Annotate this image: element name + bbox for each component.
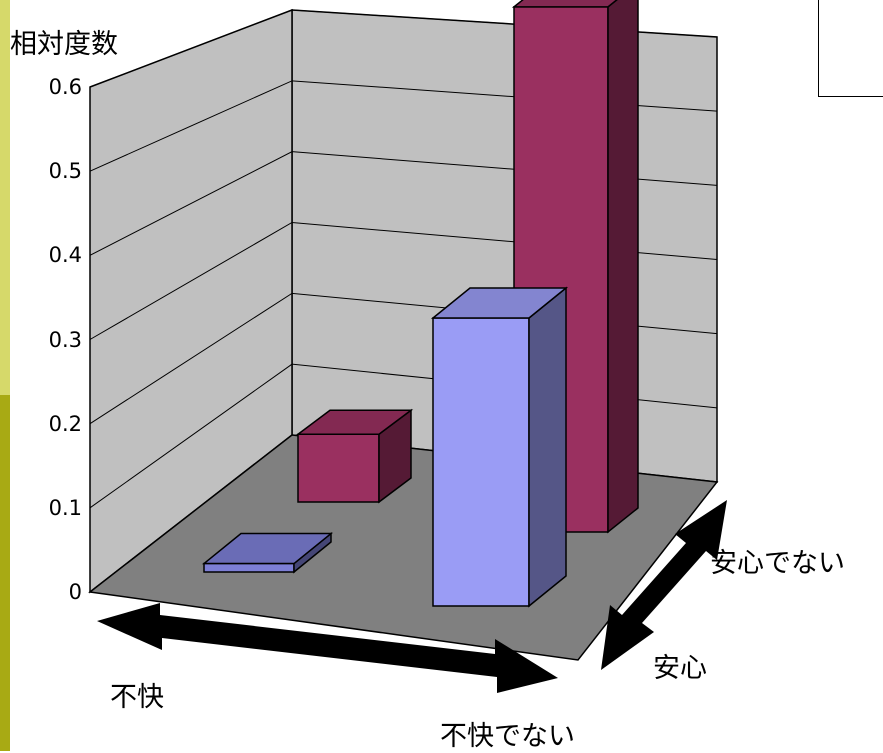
bar-front-face bbox=[297, 433, 380, 503]
y-tick-label: 0.5 bbox=[48, 159, 82, 184]
legend-box bbox=[818, 0, 883, 97]
z-label-anshin: 安心 bbox=[653, 653, 707, 684]
x-label-fukai: 不快 bbox=[110, 682, 164, 713]
z-label-anshin-nai: 安心でない bbox=[710, 548, 845, 579]
x-label-fukai-nai: 不快でない bbox=[440, 721, 575, 752]
bar-不快-安心でない bbox=[295, 408, 414, 504]
y-tick-label: 0 bbox=[68, 580, 82, 604]
bar-top-face bbox=[201, 532, 334, 565]
bar-top-face bbox=[511, 0, 618, 8]
x-axis-double-arrow bbox=[97, 603, 558, 693]
bar-不快-安心 bbox=[201, 531, 334, 574]
bar-不快でない-安心 bbox=[430, 286, 569, 608]
y-tick-label: 0.1 bbox=[48, 495, 82, 520]
sidebar-accent-top bbox=[0, 0, 10, 395]
y-axis-title: 相対度数 bbox=[10, 29, 118, 60]
sidebar-accent-bottom bbox=[0, 395, 10, 751]
bar-side-face bbox=[528, 286, 567, 608]
bar-top-face bbox=[295, 409, 414, 435]
bar-top-face bbox=[430, 287, 569, 319]
z-axis-double-arrow bbox=[601, 500, 727, 670]
y-tick-label: 0.3 bbox=[48, 327, 82, 352]
y-tick-label: 0.4 bbox=[48, 243, 82, 268]
bar-front-face bbox=[432, 317, 530, 607]
bar-side-face bbox=[607, 0, 639, 534]
bars bbox=[201, 0, 639, 608]
y-tick-label: 0.2 bbox=[48, 411, 82, 436]
y-tick-label: 0.6 bbox=[48, 75, 82, 99]
bar-front-face bbox=[203, 562, 295, 573]
